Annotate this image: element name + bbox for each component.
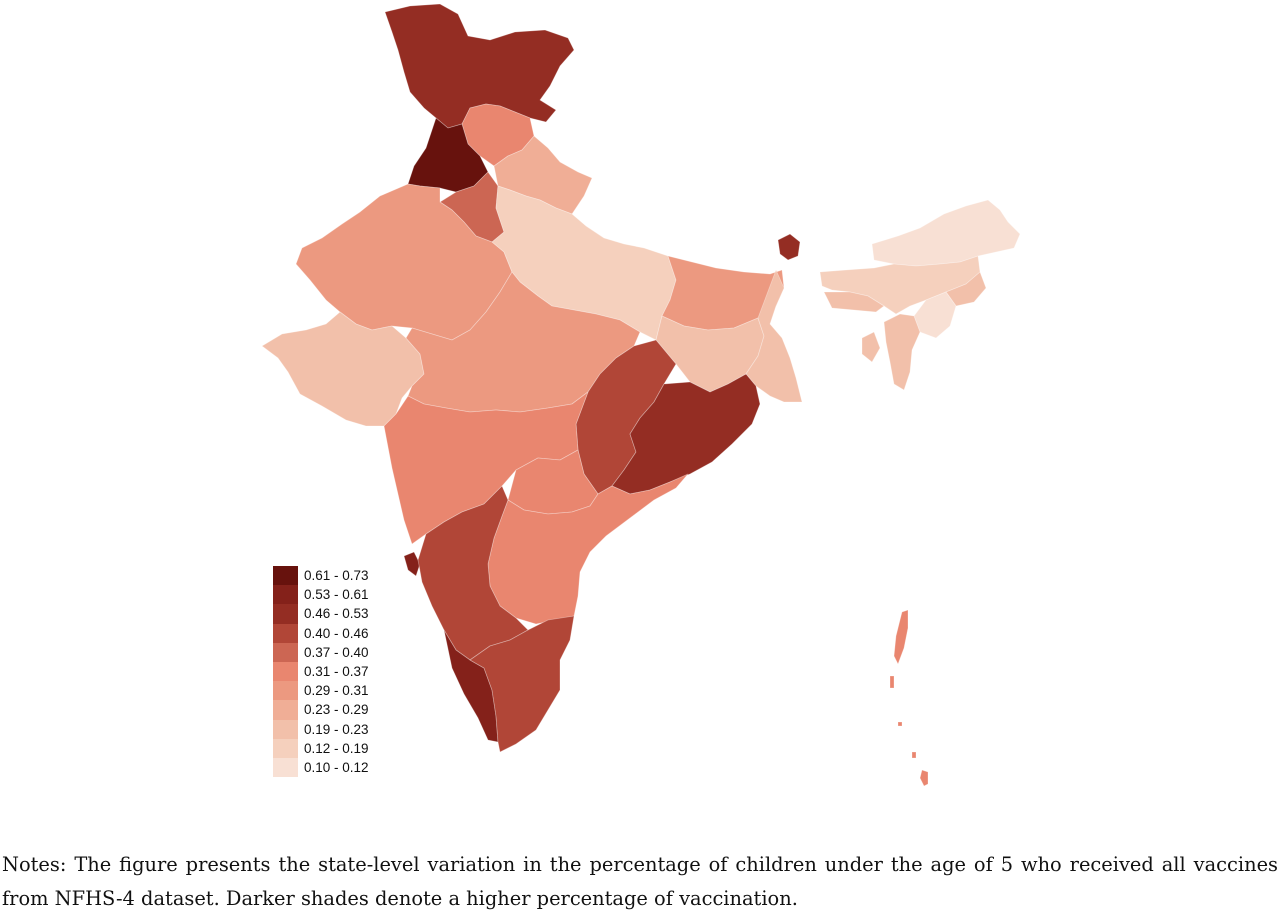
- legend-swatch: [273, 623, 298, 643]
- legend-swatch: [273, 604, 298, 624]
- legend-label: 0.12 - 0.19: [304, 740, 369, 756]
- legend-item: 0.61 - 0.73: [273, 566, 369, 586]
- region-goa: [403, 551, 421, 577]
- region-nicobar-1: [897, 721, 903, 727]
- legend-label: 0.53 - 0.61: [304, 587, 369, 603]
- legend-label: 0.29 - 0.31: [304, 683, 369, 699]
- legend-item: 0.29 - 0.31: [273, 681, 369, 701]
- map-legend: 0.61 - 0.73 0.53 - 0.61 0.46 - 0.53 0.40 - …: [273, 566, 369, 778]
- figure-notes: Notes: The figure presents the state-lev…: [2, 853, 1278, 910]
- legend-item: 0.53 - 0.61: [273, 585, 369, 605]
- region-andaman-south: [889, 675, 895, 689]
- legend-item: 0.46 - 0.53: [273, 604, 369, 624]
- legend-label: 0.19 - 0.23: [304, 721, 369, 737]
- legend-item: 0.10 - 0.12: [273, 757, 369, 778]
- region-nicobar-3: [919, 769, 929, 787]
- legend-swatch: [273, 585, 298, 605]
- legend-label: 0.40 - 0.46: [304, 625, 369, 641]
- region-manipur: [913, 291, 957, 339]
- legend-swatch: [273, 738, 298, 758]
- legend-label: 0.10 - 0.12: [304, 759, 369, 775]
- region-tamil-nadu: [469, 615, 575, 753]
- region-karnataka: [417, 485, 529, 661]
- legend-swatch: [273, 661, 298, 682]
- legend-swatch: [273, 700, 298, 720]
- region-west-bengal: [745, 269, 803, 403]
- legend-label: 0.46 - 0.53: [304, 606, 369, 622]
- region-nicobar-2: [911, 751, 917, 759]
- legend-item: 0.37 - 0.40: [273, 642, 369, 662]
- legend-swatch: [273, 642, 298, 662]
- legend-swatch: [273, 681, 298, 701]
- region-sikkim: [777, 233, 801, 261]
- region-mizoram: [883, 313, 921, 391]
- legend-item: 0.19 - 0.23: [273, 719, 369, 739]
- region-andaman-north: [893, 609, 909, 665]
- legend-swatch: [273, 757, 298, 778]
- region-arunachal: [871, 199, 1021, 267]
- legend-label: 0.37 - 0.40: [304, 644, 369, 660]
- region-jammu-kashmir: [384, 3, 575, 129]
- legend-item: 0.31 - 0.37: [273, 661, 369, 682]
- region-tripura: [861, 331, 881, 363]
- legend-label: 0.61 - 0.73: [304, 568, 369, 584]
- legend-label: 0.23 - 0.29: [304, 702, 369, 718]
- legend-swatch: [273, 719, 298, 739]
- legend-label: 0.31 - 0.37: [304, 664, 369, 680]
- legend-item: 0.40 - 0.46: [273, 623, 369, 643]
- region-meghalaya: [823, 291, 885, 313]
- legend-item: 0.12 - 0.19: [273, 738, 369, 758]
- legend-item: 0.23 - 0.29: [273, 700, 369, 720]
- legend-swatch: [273, 566, 298, 586]
